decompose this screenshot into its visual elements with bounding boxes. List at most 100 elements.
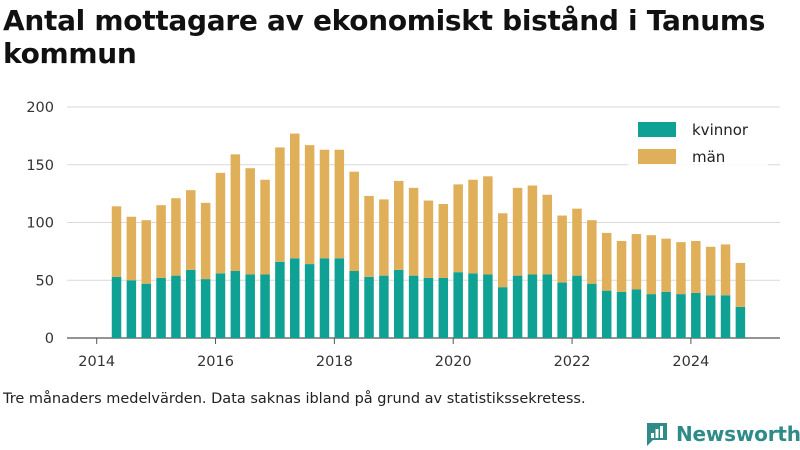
bar-man [691, 240, 701, 293]
bar-man [126, 216, 137, 281]
x-axis: 2014 2016 2018 2020 2022 2024 [78, 338, 709, 370]
bar-kvinnor [141, 283, 151, 338]
y-axis: 0 50 100 150 200 [26, 100, 54, 347]
bar-man [720, 244, 731, 296]
bar-man [468, 179, 478, 274]
bar-man [497, 213, 508, 288]
bar-man [631, 234, 642, 290]
x-tick-label: 2016 [197, 354, 234, 370]
bar-kvinnor [483, 274, 493, 338]
bar-kvinnor [720, 295, 731, 338]
bar-man [215, 172, 226, 274]
bar-kvinnor [156, 277, 166, 338]
bar-man [230, 154, 241, 272]
bar-man [334, 149, 345, 259]
brand-name: Newsworthy [676, 422, 800, 446]
legend-label: kvinnor [692, 121, 749, 139]
y-tick-label: 0 [45, 331, 54, 347]
bar-kvinnor [453, 272, 463, 338]
bar-kvinnor [215, 273, 226, 338]
x-tick-label: 2018 [316, 354, 353, 370]
bar-kvinnor [126, 280, 137, 338]
bar-man [304, 145, 315, 265]
bar-kvinnor [631, 289, 642, 338]
bar-kvinnor [349, 271, 359, 338]
bar-kvinnor [661, 291, 671, 338]
bar-kvinnor [245, 274, 255, 338]
bar-kvinnor [423, 277, 434, 338]
bar-kvinnor [408, 275, 419, 338]
bar-man [735, 262, 746, 307]
bar-man [393, 180, 404, 270]
x-tick-label: 2014 [78, 354, 115, 370]
bar-kvinnor [468, 273, 478, 338]
bar-man [527, 185, 538, 275]
bar-man [646, 235, 657, 295]
bar-man [453, 184, 463, 273]
y-tick-label: 50 [36, 273, 54, 289]
legend-label: män [692, 148, 725, 166]
legend: kvinnor män [628, 113, 768, 171]
y-tick-label: 200 [26, 100, 54, 116]
bar-man [601, 232, 612, 291]
legend-swatch [638, 149, 676, 164]
bar-kvinnor [230, 271, 241, 338]
bar-kvinnor [111, 276, 122, 338]
bar-kvinnor [290, 258, 300, 338]
bar-man [260, 179, 270, 275]
bar-man [319, 149, 330, 259]
bar-man [141, 220, 151, 284]
bar-man [438, 204, 449, 278]
x-tick-label: 2020 [435, 354, 472, 370]
bar-kvinnor [260, 274, 270, 338]
bar-man [616, 240, 627, 292]
newsworthy-logo-icon [647, 423, 667, 446]
x-tick-label: 2022 [554, 354, 591, 370]
bar-kvinnor [705, 295, 716, 338]
bar-kvinnor [304, 264, 315, 338]
stacked-bar-chart: 0 50 100 150 200 2014 2016 2018 2020 2022 2024 kv… [26, 100, 780, 370]
bar-man [349, 171, 359, 272]
bar-kvinnor [646, 294, 657, 338]
legend-swatch [638, 122, 676, 137]
bar-kvinnor [364, 276, 374, 338]
bar-kvinnor [497, 287, 508, 338]
bar-man [275, 147, 285, 262]
bar-man [156, 205, 166, 278]
bar-man [512, 187, 523, 276]
brand-logo[interactable]: Newsworthy [644, 420, 800, 448]
bar-man [483, 176, 493, 275]
bar-man [705, 246, 716, 296]
bar-kvinnor [527, 274, 538, 338]
bar-kvinnor [572, 275, 582, 338]
chart-caption: Tre månaders medelvärden. Data saknas ib… [3, 391, 586, 407]
bar-man [245, 168, 255, 275]
bar-kvinnor [275, 261, 285, 338]
bar-man [290, 133, 300, 259]
bar-kvinnor [512, 275, 523, 338]
bar-kvinnor [735, 306, 746, 338]
bar-man [379, 199, 389, 276]
bar-kvinnor [438, 277, 449, 338]
bar-man [557, 215, 567, 283]
bar-man [171, 198, 181, 276]
y-tick-label: 150 [26, 158, 54, 174]
x-tick-label: 2024 [672, 354, 709, 370]
bar-kvinnor [393, 269, 404, 338]
bar-kvinnor [186, 269, 196, 338]
bar-man [542, 194, 553, 275]
bar-kvinnor [319, 258, 330, 338]
bar-man [408, 187, 419, 276]
bar-kvinnor [379, 275, 389, 338]
bar-kvinnor [691, 292, 701, 338]
bars [111, 133, 746, 338]
bar-man [186, 190, 196, 270]
bar-kvinnor [616, 291, 627, 338]
bar-man [423, 200, 434, 278]
bar-man [661, 238, 671, 292]
bar-kvinnor [334, 258, 345, 338]
bar-kvinnor [200, 279, 211, 338]
bar-kvinnor [587, 283, 597, 338]
bar-man [676, 242, 686, 295]
bar-kvinnor [676, 294, 686, 338]
